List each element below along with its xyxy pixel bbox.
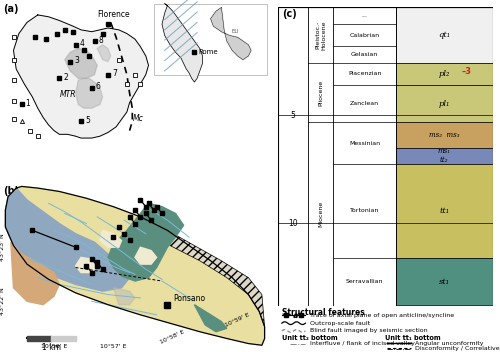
Polygon shape	[135, 247, 156, 264]
Bar	[396, 147, 492, 164]
Text: Structural features: Structural features	[282, 308, 364, 317]
Text: Outcrop-scale fault: Outcrop-scale fault	[310, 321, 370, 326]
Text: 10°56' E: 10°56' E	[41, 344, 67, 348]
Text: B e d r o c k: B e d r o c k	[357, 316, 413, 325]
Text: 3: 3	[74, 56, 79, 65]
Text: Miocene: Miocene	[318, 201, 323, 227]
Text: Zanclean: Zanclean	[350, 101, 379, 106]
Polygon shape	[210, 7, 251, 60]
Text: Florence: Florence	[97, 10, 130, 19]
Bar	[396, 63, 492, 85]
Bar	[396, 258, 492, 306]
Polygon shape	[97, 45, 110, 62]
Polygon shape	[6, 188, 130, 291]
Text: ...: ...	[362, 13, 368, 18]
Text: EU: EU	[231, 29, 238, 34]
Text: 5: 5	[85, 116, 90, 125]
Text: 8: 8	[98, 36, 103, 45]
Text: 10°57' E: 10°57' E	[100, 344, 126, 348]
Bar	[396, 164, 492, 258]
Text: ms₁
tt₂: ms₁ tt₂	[438, 147, 450, 164]
Text: 10: 10	[288, 219, 298, 228]
Bar	[278, 310, 492, 331]
Text: Serravallian: Serravallian	[346, 279, 384, 284]
Polygon shape	[14, 15, 148, 138]
Text: 6: 6	[96, 82, 100, 91]
Polygon shape	[76, 78, 102, 108]
Text: Trace of axial plane of open anticline/syncline: Trace of axial plane of open anticline/s…	[310, 313, 454, 318]
Text: Unit tt₂ bottom: Unit tt₂ bottom	[282, 335, 338, 341]
Text: Interfluve / flank of incised valley: Interfluve / flank of incised valley	[310, 341, 414, 346]
Text: 2: 2	[64, 73, 68, 82]
Bar	[396, 122, 492, 147]
Text: Ponsano: Ponsano	[173, 294, 205, 303]
Text: Messinian: Messinian	[349, 140, 380, 145]
Text: st₁: st₁	[438, 278, 450, 286]
Text: Blind fault imaged by seismic section: Blind fault imaged by seismic section	[310, 328, 428, 333]
Text: Disconformity / Correlative conformity: Disconformity / Correlative conformity	[415, 346, 500, 351]
Text: Piacenzian: Piacenzian	[348, 71, 382, 76]
Bar	[396, 85, 492, 122]
Polygon shape	[65, 49, 97, 78]
Text: 4: 4	[80, 39, 84, 48]
Text: 1 km: 1 km	[42, 343, 61, 352]
Text: Unit tt₁ bottom: Unit tt₁ bottom	[385, 335, 441, 341]
Text: 10°59' E: 10°59' E	[224, 313, 250, 328]
Text: 1: 1	[26, 99, 30, 108]
Text: 10°58' E: 10°58' E	[160, 329, 186, 345]
Text: (a): (a)	[2, 4, 18, 14]
Text: 43°22' N: 43°22' N	[0, 288, 5, 315]
Text: 7: 7	[112, 69, 117, 78]
Text: 5: 5	[290, 111, 295, 120]
Polygon shape	[168, 230, 264, 327]
Text: ms₂  ms₃: ms₂ ms₃	[429, 131, 460, 139]
Polygon shape	[194, 305, 227, 332]
Text: Tortonian: Tortonian	[350, 208, 380, 213]
Text: (c): (c)	[282, 8, 296, 19]
Text: Rome: Rome	[198, 49, 218, 55]
Text: Pliocene: Pliocene	[318, 80, 323, 106]
Polygon shape	[11, 242, 60, 305]
Polygon shape	[162, 4, 202, 82]
Polygon shape	[100, 230, 122, 247]
Text: qt₁: qt₁	[438, 31, 450, 39]
Text: (b): (b)	[2, 187, 19, 196]
Text: Calabrian: Calabrian	[350, 33, 380, 38]
Text: Angular unconformity: Angular unconformity	[415, 341, 484, 346]
Text: MTR: MTR	[60, 90, 76, 99]
Text: Gelasian: Gelasian	[351, 52, 378, 57]
Text: pl₁: pl₁	[438, 100, 450, 108]
Text: 43°23' N: 43°23' N	[0, 233, 5, 261]
Text: pl₂: pl₂	[438, 70, 450, 78]
Text: Mc: Mc	[132, 114, 143, 123]
Polygon shape	[108, 203, 184, 281]
Polygon shape	[6, 187, 264, 345]
Bar	[396, 7, 492, 63]
Polygon shape	[76, 257, 97, 272]
Text: –3: –3	[462, 67, 471, 76]
Text: tt₁: tt₁	[439, 207, 449, 215]
Polygon shape	[114, 288, 135, 305]
Bar	[154, 4, 268, 75]
Text: Pleistoc.-
Holocene: Pleistoc.- Holocene	[315, 20, 326, 50]
